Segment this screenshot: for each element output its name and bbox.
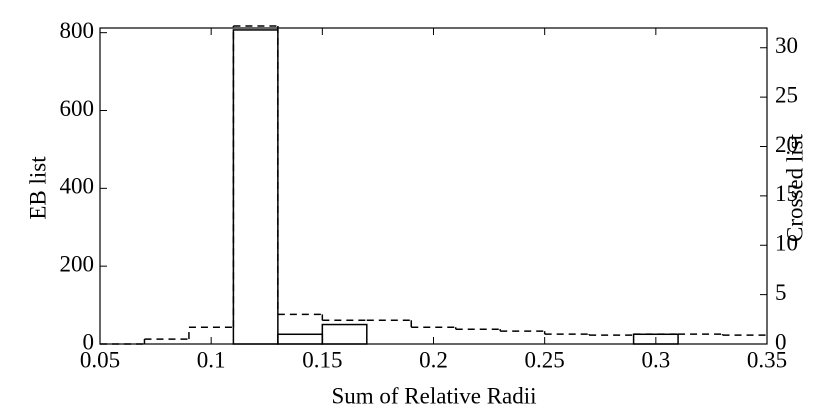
y2-tick-label: 20: [775, 132, 798, 157]
y2-tick-label: 5: [775, 280, 787, 305]
y2-tick-label: 30: [775, 33, 798, 58]
histogram-bar: [232, 29, 279, 345]
plot-frame: [99, 27, 768, 345]
y-tick-label: 200: [60, 251, 95, 276]
x-tick-label: 0.3: [641, 347, 670, 372]
y2-tick-label: 15: [775, 181, 798, 206]
y2-tick-label: 0: [775, 329, 787, 354]
y-tick-label: 0: [83, 329, 95, 354]
y-tick-label: 600: [60, 96, 95, 121]
y-tick-label: 800: [60, 18, 95, 43]
y2-tick-label: 10: [775, 231, 798, 256]
y-tick-label: 400: [60, 174, 95, 199]
histogram-bar: [321, 323, 368, 345]
x-tick-label: 0.2: [419, 347, 448, 372]
y2-axis-label: Crossed list: [782, 133, 807, 242]
x-tick-label: 0.25: [525, 347, 565, 372]
x-tick-label: 0.05: [80, 347, 120, 372]
x-tick-label: 0.1: [197, 347, 226, 372]
x-tick-label: 0.15: [302, 347, 342, 372]
x-axis-label: Sum of Relative Radii: [331, 383, 536, 408]
y-axis-label: EB list: [25, 156, 50, 220]
x-tick-label: 0.35: [747, 347, 787, 372]
histogram-bar: [277, 333, 324, 345]
y2-tick-label: 25: [775, 82, 798, 107]
